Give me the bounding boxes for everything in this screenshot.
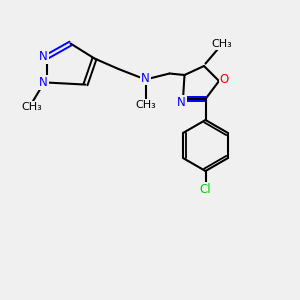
Text: N: N: [141, 71, 150, 85]
Text: Cl: Cl: [200, 183, 211, 196]
Text: N: N: [39, 50, 48, 64]
Text: N: N: [39, 76, 48, 89]
Text: N: N: [177, 96, 186, 109]
Text: O: O: [220, 73, 229, 86]
Text: CH₃: CH₃: [21, 102, 42, 112]
Text: CH₃: CH₃: [135, 100, 156, 110]
Text: CH₃: CH₃: [211, 39, 232, 50]
